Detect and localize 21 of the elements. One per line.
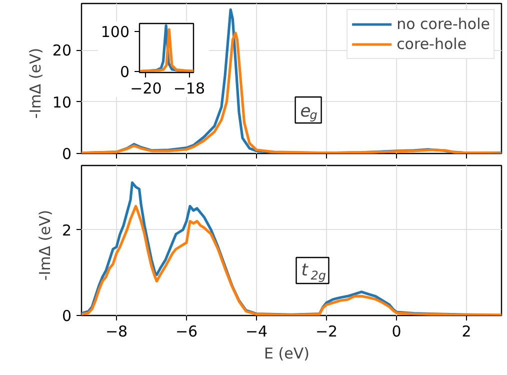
x-tick-label: −4 bbox=[245, 322, 268, 340]
y-axis-title: -ImΔ (eV) bbox=[36, 210, 54, 281]
x-tick-label: −18 bbox=[173, 80, 206, 98]
y-axis-title: -ImΔ (eV) bbox=[26, 48, 44, 119]
y-tick-label: 2 bbox=[62, 221, 72, 240]
x-tick-label: −2 bbox=[315, 322, 338, 340]
annotation: eg bbox=[300, 102, 318, 122]
x-tick-label: −20 bbox=[130, 80, 162, 98]
x-tick-label: −8 bbox=[105, 322, 128, 340]
y-tick-label: 100 bbox=[100, 22, 130, 41]
y-tick-label: 20 bbox=[52, 42, 72, 60]
legend-label: no core-hole bbox=[396, 15, 490, 33]
y-tick-label: 0 bbox=[62, 307, 72, 325]
line-series bbox=[82, 204, 502, 316]
x-tick-label: 0 bbox=[392, 322, 402, 340]
y-tick-label: 0 bbox=[62, 145, 72, 163]
x-axis-title: E (eV) bbox=[264, 344, 310, 362]
legend-label: core-hole bbox=[396, 35, 467, 53]
x-tick-label: 2 bbox=[462, 322, 472, 340]
x-tick-label: −6 bbox=[175, 322, 198, 340]
y-tick-label: 10 bbox=[52, 93, 72, 112]
